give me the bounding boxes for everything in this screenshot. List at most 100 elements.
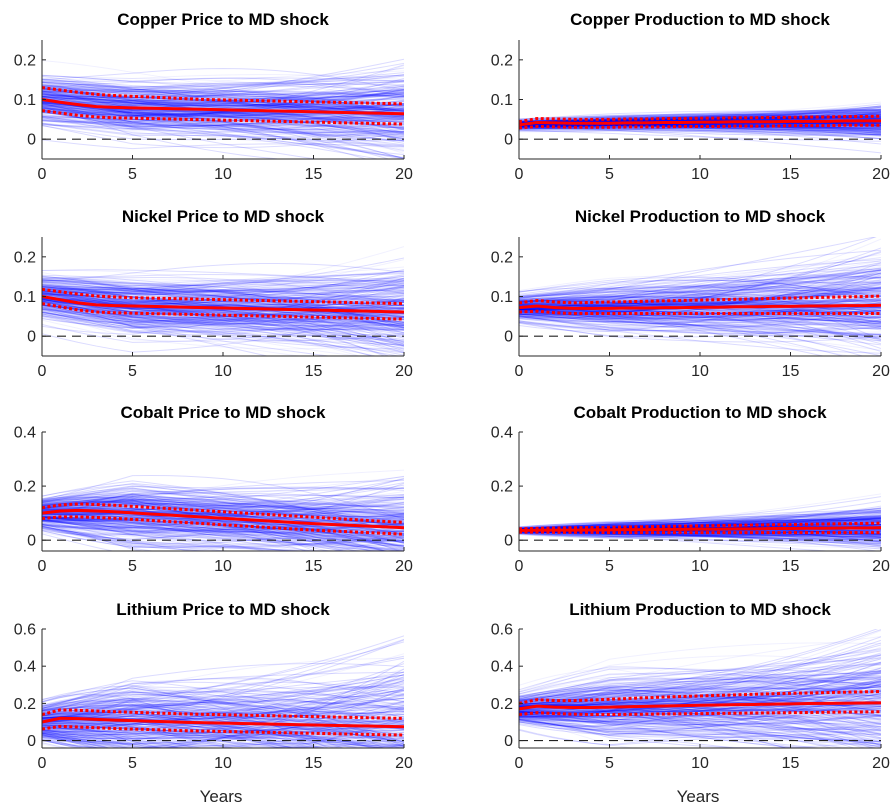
draw-line — [519, 269, 881, 319]
draw-line — [519, 686, 881, 739]
draw-line — [42, 93, 404, 107]
draw-line — [519, 316, 881, 335]
subplot-title: Nickel Price to MD shock — [122, 207, 325, 226]
draw-line — [42, 85, 404, 106]
draw-line — [519, 530, 881, 534]
draw-line — [42, 678, 404, 717]
y-tick-label: 0.2 — [14, 696, 36, 713]
draw-line — [519, 704, 868, 748]
subplot-title: Copper Production to MD shock — [570, 10, 830, 29]
upper-band-line — [519, 114, 881, 124]
draw-line — [519, 310, 881, 318]
draw-line — [519, 712, 881, 729]
draw-line — [42, 506, 404, 551]
draw-line — [42, 279, 404, 313]
draw-line — [519, 311, 881, 346]
draw-line — [42, 699, 404, 713]
draw-line — [42, 730, 140, 748]
draw-line — [42, 689, 404, 727]
draw-line — [42, 678, 404, 728]
draw-line — [42, 300, 404, 339]
draw-line — [42, 296, 404, 303]
draw-line — [519, 307, 865, 356]
draw-line — [42, 716, 404, 748]
draw-line — [519, 288, 881, 316]
draw-line — [42, 111, 404, 121]
draw-line — [519, 530, 881, 540]
draw-line — [519, 686, 881, 709]
draw-line — [519, 510, 881, 530]
draw-line — [519, 704, 881, 719]
draw-line — [519, 709, 881, 717]
draw-line — [519, 523, 881, 531]
draw-line — [42, 90, 404, 146]
draw-line — [519, 676, 881, 703]
draw-line — [519, 521, 881, 531]
draw-line — [519, 685, 881, 718]
draw-line — [42, 725, 404, 743]
draw-line — [42, 680, 404, 747]
draw-line — [519, 295, 881, 315]
draw-line — [519, 274, 881, 301]
draw-line — [42, 94, 404, 107]
draw-line — [42, 319, 404, 343]
draw-line — [519, 287, 881, 300]
draw-line — [519, 114, 881, 126]
draw-line — [42, 74, 404, 101]
draw-line — [519, 126, 881, 130]
draw-line — [519, 310, 881, 324]
draw-line — [519, 693, 881, 707]
draw-line — [42, 512, 404, 535]
draw-line — [42, 111, 404, 130]
draw-line — [42, 317, 404, 343]
draw-line — [42, 292, 404, 311]
draw-line — [42, 79, 404, 104]
draw-line — [42, 101, 404, 127]
draw-line — [519, 124, 881, 128]
draw-line — [42, 505, 404, 517]
draw-line — [519, 713, 881, 732]
draw-line — [519, 297, 881, 304]
draw-line — [519, 313, 881, 323]
draw-line — [519, 115, 881, 125]
draw-line — [519, 658, 881, 705]
x-tick-label: 20 — [872, 755, 890, 772]
draw-line — [42, 307, 404, 353]
draw-line — [519, 309, 881, 331]
draw-line — [519, 123, 881, 131]
draw-line — [42, 482, 404, 540]
draw-line — [42, 87, 404, 116]
draw-line — [42, 117, 404, 138]
draw-line — [42, 286, 404, 299]
x-tick-label: 0 — [515, 755, 524, 772]
draw-line — [42, 698, 404, 721]
draw-line — [42, 292, 404, 329]
draw-line — [519, 530, 881, 536]
draw-line — [42, 687, 404, 748]
draw-line — [42, 512, 303, 551]
draw-line — [42, 299, 404, 338]
draw-line — [42, 281, 404, 329]
draw-line — [519, 306, 881, 338]
draw-line — [42, 686, 404, 707]
draw-line — [519, 286, 881, 297]
draw-line — [519, 525, 881, 530]
draw-line — [519, 711, 881, 722]
x-tick-label: 5 — [128, 755, 137, 772]
draw-line — [42, 519, 295, 551]
draw-line — [42, 274, 404, 334]
draw-line — [519, 292, 881, 314]
draw-line — [519, 117, 881, 125]
draw-line — [42, 81, 404, 159]
draw-line — [519, 247, 881, 316]
draw-line — [42, 515, 404, 540]
draw-line — [519, 518, 881, 528]
draw-line — [519, 687, 881, 719]
draw-line — [42, 520, 194, 551]
draw-line — [519, 707, 881, 740]
draw-line — [519, 689, 881, 730]
draw-line — [519, 304, 881, 320]
draw-line — [42, 733, 404, 748]
draw-line — [519, 309, 881, 319]
draw-line — [519, 270, 881, 302]
